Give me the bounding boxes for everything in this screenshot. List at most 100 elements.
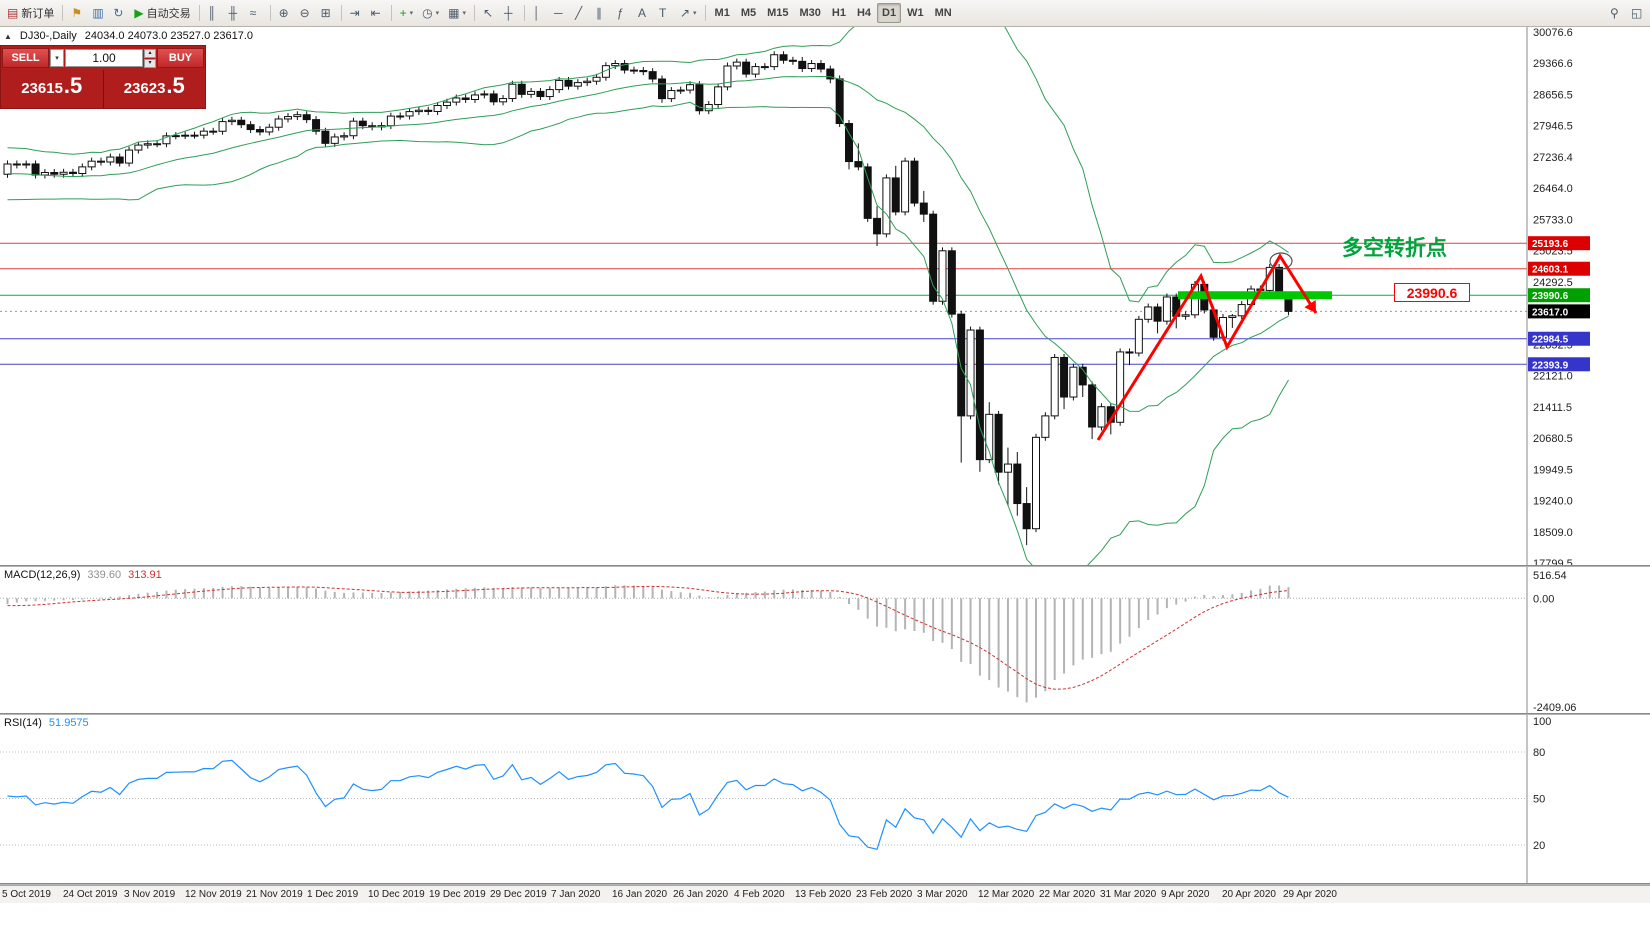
candle[interactable] xyxy=(555,79,564,91)
new-order-button[interactable]: ▤ 新订单 xyxy=(3,3,58,23)
tf-m1-button[interactable]: M1 xyxy=(710,3,735,23)
candle[interactable] xyxy=(564,79,573,87)
candle[interactable] xyxy=(227,119,236,123)
time-axis[interactable]: 5 Oct 2019 24 Oct 2019 3 Nov 2019 12 Nov 20… xyxy=(0,885,1650,903)
candle[interactable] xyxy=(1134,318,1143,354)
horizontal-line-button[interactable]: ─ xyxy=(550,3,570,23)
candle[interactable] xyxy=(78,166,87,175)
fibonacci-button[interactable]: ƒ xyxy=(613,3,633,23)
candle[interactable] xyxy=(442,101,451,107)
candle[interactable] xyxy=(714,86,723,106)
candle[interactable] xyxy=(1013,463,1022,505)
candle[interactable] xyxy=(873,217,882,235)
candle[interactable] xyxy=(929,213,938,302)
candle[interactable] xyxy=(471,94,479,100)
candle[interactable] xyxy=(1237,304,1246,317)
candlestick-chart-button[interactable]: ╫ xyxy=(225,3,245,23)
candle[interactable] xyxy=(340,135,349,138)
candle[interactable] xyxy=(947,250,956,315)
candle[interactable] xyxy=(1097,406,1106,428)
panel-splitter[interactable] xyxy=(0,883,1650,885)
candle[interactable] xyxy=(1116,351,1125,423)
templates-button[interactable]: ▦ ▾ xyxy=(444,3,470,23)
candle[interactable] xyxy=(1078,366,1087,386)
candle[interactable] xyxy=(321,130,330,144)
candle[interactable] xyxy=(1162,296,1171,322)
candle[interactable] xyxy=(1181,314,1190,317)
window-restore-button[interactable]: ◱ xyxy=(1627,3,1647,23)
candle[interactable] xyxy=(695,84,704,112)
candle[interactable] xyxy=(845,123,853,163)
panel-splitter[interactable] xyxy=(0,565,1650,567)
volume-stepper[interactable]: ▴ ▾ xyxy=(144,48,156,68)
candle[interactable] xyxy=(480,93,489,96)
candle[interactable] xyxy=(181,134,190,137)
zoom-in-button[interactable]: ⊕ xyxy=(275,3,295,23)
candle[interactable] xyxy=(1060,356,1069,398)
candle[interactable] xyxy=(723,65,732,88)
candle[interactable] xyxy=(751,66,760,75)
candle[interactable] xyxy=(863,166,872,219)
candle[interactable] xyxy=(87,160,96,168)
candle[interactable] xyxy=(667,90,676,100)
candle[interactable] xyxy=(153,143,162,146)
candle[interactable] xyxy=(957,313,966,417)
candle[interactable] xyxy=(162,135,171,145)
rsi-panel[interactable]: 100 80 50 20 RSI(14) 51.9575 xyxy=(0,715,1650,883)
zigzag-arrow[interactable] xyxy=(1096,253,1318,441)
candle[interactable] xyxy=(68,171,77,175)
auto-scroll-button[interactable]: ⇥ xyxy=(346,3,366,23)
candle[interactable] xyxy=(31,163,40,176)
candle[interactable] xyxy=(1032,436,1040,530)
candle[interactable] xyxy=(1228,315,1237,318)
candle[interactable] xyxy=(573,82,582,87)
candle[interactable] xyxy=(97,160,105,163)
candle[interactable] xyxy=(919,202,928,215)
candle[interactable] xyxy=(1041,415,1050,438)
candle[interactable] xyxy=(816,63,825,70)
candle[interactable] xyxy=(629,69,638,72)
candle[interactable] xyxy=(985,413,994,461)
candle[interactable] xyxy=(966,329,975,417)
text-button[interactable]: A xyxy=(634,3,654,23)
candle[interactable] xyxy=(732,61,741,67)
tf-h1-button[interactable]: H1 xyxy=(827,3,851,23)
candle[interactable] xyxy=(704,104,713,112)
candlestick-chart[interactable]: 30076.6 29366.6 28656.5 27946.5 27236.4 26464… xyxy=(0,27,1650,565)
candle[interactable] xyxy=(358,120,367,127)
candle[interactable] xyxy=(807,63,816,70)
tf-mn-button[interactable]: MN xyxy=(930,3,957,23)
candle[interactable] xyxy=(910,160,919,204)
candle[interactable] xyxy=(592,76,601,82)
trendline-button[interactable]: ╱ xyxy=(571,3,591,23)
market-watch-button[interactable]: ▥ xyxy=(88,3,108,23)
candle[interactable] xyxy=(3,163,12,175)
candle[interactable] xyxy=(190,134,199,137)
sell-button[interactable]: SELL xyxy=(2,48,49,68)
indicators-button[interactable]: + ▾ xyxy=(396,3,418,23)
candle[interactable] xyxy=(601,65,610,78)
macd-panel[interactable]: 516.54 0.00 -2409.06 MACD(12,26,9) 339.60 … xyxy=(0,567,1650,713)
candle[interactable] xyxy=(882,177,891,235)
tf-m30-button[interactable]: M30 xyxy=(795,3,826,23)
candle[interactable] xyxy=(779,54,788,61)
candle[interactable] xyxy=(994,413,1003,473)
alerts-button[interactable]: ⚑ xyxy=(67,3,87,23)
candle[interactable] xyxy=(274,118,283,128)
sell-price[interactable]: 23615.5 xyxy=(21,73,83,98)
candle[interactable] xyxy=(798,60,807,70)
candle[interactable] xyxy=(218,121,227,132)
arrows-button[interactable]: ↗ ▾ xyxy=(676,3,701,23)
candle[interactable] xyxy=(40,172,49,176)
channel-button[interactable]: ∥ xyxy=(592,3,612,23)
candle[interactable] xyxy=(1144,306,1153,320)
tf-m15-button[interactable]: M15 xyxy=(762,3,793,23)
candle[interactable] xyxy=(255,129,264,133)
candle[interactable] xyxy=(461,97,470,100)
candle[interactable] xyxy=(312,119,321,132)
candle[interactable] xyxy=(293,114,302,118)
refresh-button[interactable]: ↻ xyxy=(109,3,129,23)
candle[interactable] xyxy=(1125,351,1134,354)
candle[interactable] xyxy=(760,66,769,69)
crosshair-button[interactable]: ┼ xyxy=(500,3,520,23)
